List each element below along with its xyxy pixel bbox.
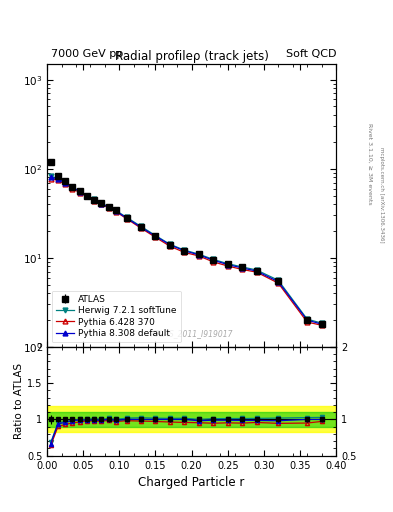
Herwig 7.2.1 softTune (254, 267, 259, 273)
Pythia 6.428 370 (84, 193, 89, 199)
Herwig 7.2.1 softTune (92, 196, 96, 202)
Pythia 6.428 370 (240, 266, 244, 272)
Text: Soft QCD: Soft QCD (286, 49, 336, 59)
X-axis label: Charged Particle r: Charged Particle r (138, 476, 245, 489)
Pythia 6.428 370 (56, 177, 61, 183)
Herwig 7.2.1 softTune (240, 264, 244, 270)
Pythia 8.308 default (84, 193, 89, 199)
Text: mcplots.cern.ch [arXiv:1306.3436]: mcplots.cern.ch [arXiv:1306.3436] (379, 147, 384, 242)
Text: Rivet 3.1.10, ≥ 3M events: Rivet 3.1.10, ≥ 3M events (367, 123, 373, 205)
Pythia 6.428 370 (225, 263, 230, 269)
Pythia 8.308 default (77, 188, 82, 195)
Herwig 7.2.1 softTune (106, 204, 111, 210)
Pythia 8.308 default (92, 197, 96, 203)
Herwig 7.2.1 softTune (153, 232, 158, 239)
Herwig 7.2.1 softTune (167, 241, 172, 247)
Pythia 6.428 370 (114, 208, 118, 215)
Text: ATLAS_2011_I919017: ATLAS_2011_I919017 (151, 329, 233, 338)
Herwig 7.2.1 softTune (56, 175, 61, 181)
Pythia 8.308 default (63, 180, 68, 186)
Herwig 7.2.1 softTune (319, 320, 324, 326)
Line: Pythia 6.428 370: Pythia 6.428 370 (48, 177, 324, 328)
Pythia 8.308 default (48, 174, 53, 180)
Pythia 8.308 default (56, 176, 61, 182)
Herwig 7.2.1 softTune (48, 174, 53, 180)
Pythia 8.308 default (70, 184, 75, 190)
Pythia 6.428 370 (276, 280, 281, 286)
Pythia 8.308 default (182, 248, 187, 254)
Pythia 6.428 370 (254, 269, 259, 275)
Pythia 8.308 default (153, 233, 158, 239)
Line: Herwig 7.2.1 softTune: Herwig 7.2.1 softTune (48, 174, 324, 326)
Bar (47, 412, 336, 426)
Herwig 7.2.1 softTune (182, 247, 187, 253)
Pythia 8.308 default (225, 262, 230, 268)
Herwig 7.2.1 softTune (63, 180, 68, 186)
Herwig 7.2.1 softTune (276, 277, 281, 283)
Pythia 8.308 default (305, 317, 310, 323)
Pythia 6.428 370 (99, 201, 104, 207)
Pythia 6.428 370 (77, 189, 82, 196)
Bar (47, 407, 336, 433)
Herwig 7.2.1 softTune (196, 251, 201, 257)
Herwig 7.2.1 softTune (114, 207, 118, 214)
Herwig 7.2.1 softTune (211, 257, 216, 263)
Y-axis label: Ratio to ATLAS: Ratio to ATLAS (14, 363, 24, 439)
Pythia 8.308 default (276, 279, 281, 285)
Title: Radial profileρ (track jets): Radial profileρ (track jets) (115, 50, 268, 63)
Pythia 6.428 370 (139, 225, 143, 231)
Pythia 8.308 default (139, 224, 143, 230)
Pythia 8.308 default (254, 268, 259, 274)
Legend: ATLAS, Herwig 7.2.1 softTune, Pythia 6.428 370, Pythia 8.308 default: ATLAS, Herwig 7.2.1 softTune, Pythia 6.4… (51, 291, 181, 343)
Pythia 6.428 370 (106, 205, 111, 211)
Herwig 7.2.1 softTune (124, 214, 129, 220)
Pythia 8.308 default (211, 257, 216, 263)
Pythia 6.428 370 (124, 216, 129, 222)
Pythia 8.308 default (106, 204, 111, 210)
Pythia 8.308 default (167, 242, 172, 248)
Pythia 6.428 370 (182, 249, 187, 255)
Herwig 7.2.1 softTune (305, 316, 310, 322)
Pythia 8.308 default (99, 201, 104, 207)
Pythia 6.428 370 (211, 259, 216, 265)
Pythia 8.308 default (124, 215, 129, 221)
Pythia 6.428 370 (92, 198, 96, 204)
Pythia 6.428 370 (48, 176, 53, 182)
Pythia 6.428 370 (70, 185, 75, 191)
Pythia 8.308 default (114, 208, 118, 214)
Pythia 6.428 370 (153, 234, 158, 240)
Pythia 6.428 370 (305, 319, 310, 325)
Line: Pythia 8.308 default: Pythia 8.308 default (48, 175, 324, 327)
Herwig 7.2.1 softTune (99, 200, 104, 206)
Herwig 7.2.1 softTune (139, 223, 143, 229)
Text: 7000 GeV pp: 7000 GeV pp (51, 49, 123, 59)
Pythia 6.428 370 (319, 322, 324, 328)
Pythia 8.308 default (196, 252, 201, 258)
Pythia 6.428 370 (63, 181, 68, 187)
Herwig 7.2.1 softTune (70, 184, 75, 190)
Pythia 6.428 370 (167, 243, 172, 249)
Pythia 8.308 default (319, 321, 324, 327)
Herwig 7.2.1 softTune (84, 193, 89, 199)
Herwig 7.2.1 softTune (77, 188, 82, 194)
Pythia 6.428 370 (196, 253, 201, 259)
Herwig 7.2.1 softTune (225, 261, 230, 267)
Pythia 8.308 default (240, 265, 244, 271)
